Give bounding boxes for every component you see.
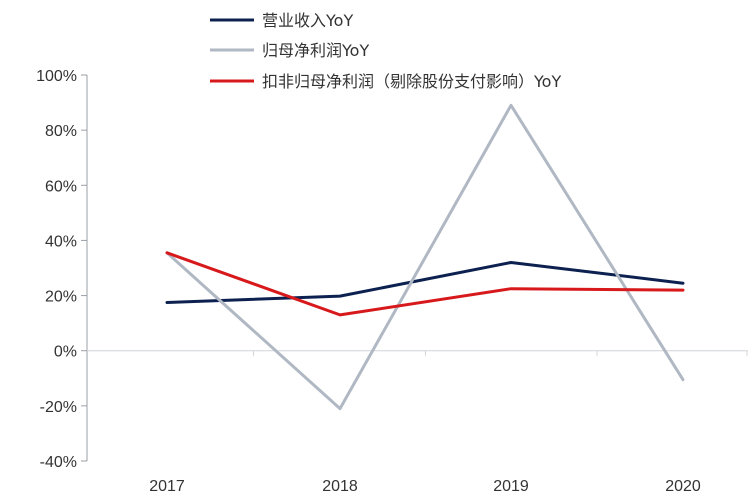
x-tick-label: 2020 [665,478,701,495]
legend-label-3: 扣非归母净利润（剔除股份支付影响）YoY [262,72,561,91]
x-tick-label: 2017 [149,478,185,495]
series-line-3 [165,251,685,317]
x-tick-label: 2019 [493,478,529,495]
series-line-2 [165,103,685,411]
y-tick-label: 100% [36,68,77,85]
y-tick-label: 60% [45,178,77,195]
legend-label-2: 归母净利润YoY [262,41,369,60]
series-lines [165,103,685,411]
y-tick-label: 20% [45,289,77,306]
y-tick-label: 80% [45,123,77,140]
axes: 100% 80% 60% 40% 20% 0% -20% -40% 2017 2018 2019 20… [36,68,748,495]
y-tick-label: 0% [54,344,77,361]
legend: 营业收入YoY 归母净利润YoY 扣非归母净利润（剔除股份支付影响）YoY [210,11,561,91]
x-tick-label: 2018 [322,478,358,495]
y-tick-label: 40% [45,233,77,250]
y-tick-label: -40% [40,454,77,471]
legend-label-1: 营业收入YoY [262,11,353,30]
y-tick-label: -20% [40,399,77,416]
series-line-1 [165,261,685,304]
